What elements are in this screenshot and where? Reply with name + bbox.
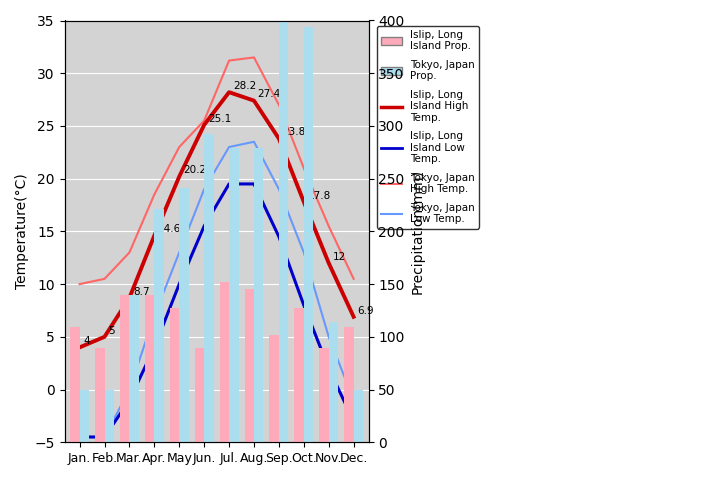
Islip, Long Island High Temp. <box>325 260 333 266</box>
Bar <box>179 188 189 442</box>
Bar <box>194 348 204 442</box>
Tokyo, Japan Low Temp. <box>250 139 258 144</box>
Text: 5: 5 <box>108 325 115 336</box>
Islip, Long Island High Temp. <box>349 314 358 320</box>
Line: Tokyo, Japan High Temp.: Tokyo, Japan High Temp. <box>80 58 354 284</box>
Line: Islip, Long Island High Temp.: Islip, Long Island High Temp. <box>80 92 354 348</box>
Bar <box>170 308 179 442</box>
Text: 27.4: 27.4 <box>258 89 281 99</box>
Tokyo, Japan Low Temp. <box>100 434 109 440</box>
Bar <box>104 390 114 442</box>
Text: 23.8: 23.8 <box>283 127 306 137</box>
Tokyo, Japan High Temp. <box>175 144 184 150</box>
Bar <box>329 322 338 442</box>
Islip, Long Island Low Temp. <box>175 281 184 287</box>
Bar <box>80 390 89 442</box>
Islip, Long Island High Temp. <box>150 233 158 239</box>
Bar <box>294 308 304 442</box>
Legend: Islip, Long
Island Prop., Tokyo, Japan
Prop., Islip, Long
Island High
Temp., Isl: Islip, Long Island Prop., Tokyo, Japan P… <box>377 26 479 228</box>
Islip, Long Island Low Temp. <box>150 345 158 350</box>
Tokyo, Japan High Temp. <box>150 192 158 197</box>
Bar <box>204 134 214 442</box>
Islip, Long Island High Temp. <box>125 295 134 300</box>
Text: 20.2: 20.2 <box>183 166 206 175</box>
Bar <box>154 209 163 442</box>
Tokyo, Japan High Temp. <box>76 281 84 287</box>
Islip, Long Island Low Temp. <box>325 366 333 372</box>
Islip, Long Island High Temp. <box>100 334 109 340</box>
Bar <box>130 295 139 442</box>
Tokyo, Japan Low Temp. <box>200 186 209 192</box>
Bar <box>229 148 238 442</box>
Tokyo, Japan High Temp. <box>325 223 333 229</box>
Text: 28.2: 28.2 <box>233 81 256 91</box>
Islip, Long Island Low Temp. <box>200 223 209 229</box>
Line: Tokyo, Japan Low Temp.: Tokyo, Japan Low Temp. <box>80 142 354 437</box>
Islip, Long Island Low Temp. <box>76 434 84 440</box>
Tokyo, Japan High Temp. <box>100 276 109 282</box>
Islip, Long Island High Temp. <box>225 89 233 95</box>
Bar <box>354 390 363 442</box>
Text: 12: 12 <box>333 252 346 262</box>
Bar <box>279 0 288 442</box>
Tokyo, Japan High Temp. <box>274 102 283 108</box>
Bar <box>245 289 254 442</box>
Tokyo, Japan Low Temp. <box>175 250 184 255</box>
Tokyo, Japan Low Temp. <box>300 250 308 255</box>
Tokyo, Japan Low Temp. <box>150 313 158 319</box>
Tokyo, Japan Low Temp. <box>76 434 84 440</box>
Islip, Long Island Low Temp. <box>274 234 283 240</box>
Bar <box>220 282 229 442</box>
Islip, Long Island Low Temp. <box>349 418 358 424</box>
Islip, Long Island Low Temp. <box>250 181 258 187</box>
Bar <box>304 27 313 442</box>
Bar <box>120 295 130 442</box>
Bar <box>145 295 154 442</box>
Bar <box>269 335 279 442</box>
Tokyo, Japan High Temp. <box>300 165 308 171</box>
Tokyo, Japan Low Temp. <box>125 387 134 393</box>
Islip, Long Island High Temp. <box>250 98 258 104</box>
Y-axis label: Precipitation(mm): Precipitation(mm) <box>410 169 424 294</box>
Bar <box>254 148 264 442</box>
Islip, Long Island High Temp. <box>300 199 308 205</box>
Islip, Long Island High Temp. <box>274 136 283 142</box>
Islip, Long Island High Temp. <box>76 345 84 350</box>
Bar <box>319 348 329 442</box>
Tokyo, Japan High Temp. <box>125 250 134 255</box>
Tokyo, Japan High Temp. <box>250 55 258 60</box>
Tokyo, Japan Low Temp. <box>349 397 358 403</box>
Tokyo, Japan High Temp. <box>200 118 209 123</box>
Islip, Long Island Low Temp. <box>225 181 233 187</box>
Tokyo, Japan High Temp. <box>349 276 358 282</box>
Tokyo, Japan Low Temp. <box>225 144 233 150</box>
Bar <box>344 327 354 442</box>
Text: 17.8: 17.8 <box>307 191 330 201</box>
Tokyo, Japan Low Temp. <box>274 186 283 192</box>
Text: 6.9: 6.9 <box>357 306 374 316</box>
Islip, Long Island Low Temp. <box>125 397 134 403</box>
Line: Islip, Long Island Low Temp.: Islip, Long Island Low Temp. <box>80 184 354 437</box>
Bar <box>95 348 104 442</box>
Text: 25.1: 25.1 <box>208 114 231 124</box>
Islip, Long Island High Temp. <box>175 174 184 180</box>
Bar <box>70 327 80 442</box>
Text: 8.7: 8.7 <box>133 287 150 297</box>
Islip, Long Island Low Temp. <box>300 302 308 308</box>
Y-axis label: Temperature(°C): Temperature(°C) <box>15 173 29 289</box>
Text: 14.6: 14.6 <box>158 225 181 234</box>
Tokyo, Japan High Temp. <box>225 58 233 63</box>
Islip, Long Island Low Temp. <box>100 434 109 440</box>
Tokyo, Japan Low Temp. <box>325 334 333 340</box>
Text: 4: 4 <box>84 336 90 346</box>
Islip, Long Island High Temp. <box>200 122 209 128</box>
